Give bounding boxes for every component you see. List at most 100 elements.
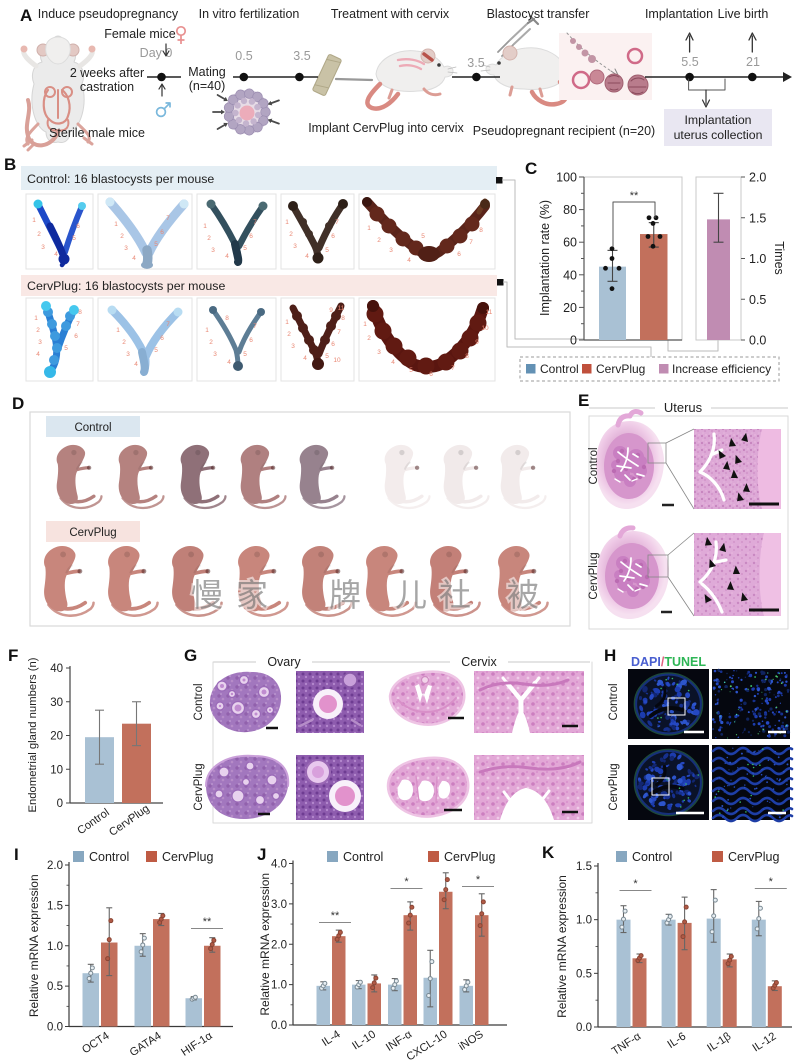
svg-text:7: 7 bbox=[451, 365, 455, 372]
svg-text:7: 7 bbox=[253, 219, 257, 226]
svg-text:I: I bbox=[14, 845, 19, 864]
svg-text:6: 6 bbox=[457, 251, 461, 258]
svg-text:8: 8 bbox=[225, 315, 229, 322]
svg-text:2: 2 bbox=[120, 233, 124, 240]
svg-text:3.5: 3.5 bbox=[467, 56, 484, 70]
svg-text:2: 2 bbox=[36, 327, 40, 334]
svg-text:11: 11 bbox=[486, 309, 493, 316]
svg-text:6: 6 bbox=[249, 337, 253, 344]
svg-text:Ovary: Ovary bbox=[267, 655, 301, 669]
svg-text:Female mice: Female mice bbox=[104, 27, 176, 41]
svg-text:1.0: 1.0 bbox=[576, 915, 592, 927]
svg-text:J: J bbox=[257, 845, 266, 864]
svg-text:9: 9 bbox=[475, 339, 479, 346]
svg-text:牌: 牌 bbox=[329, 577, 361, 613]
svg-text:Mating: Mating bbox=[188, 65, 226, 79]
svg-text:3: 3 bbox=[41, 244, 45, 251]
svg-text:5: 5 bbox=[325, 247, 329, 254]
svg-text:0: 0 bbox=[570, 334, 577, 348]
svg-text:K: K bbox=[542, 843, 555, 862]
svg-text:IL-6: IL-6 bbox=[666, 1030, 689, 1051]
svg-text:3: 3 bbox=[389, 247, 393, 254]
svg-text:2: 2 bbox=[367, 335, 371, 342]
svg-text:Sterile male mice: Sterile male mice bbox=[49, 126, 145, 140]
svg-text:Times: Times bbox=[772, 241, 786, 275]
svg-text:Control: Control bbox=[608, 683, 620, 720]
svg-text:8: 8 bbox=[479, 227, 483, 234]
svg-text:0.0: 0.0 bbox=[749, 334, 766, 348]
svg-text:1.0: 1.0 bbox=[47, 941, 63, 953]
svg-text:0: 0 bbox=[57, 798, 63, 810]
svg-text:5: 5 bbox=[421, 233, 425, 240]
svg-text:Control: Control bbox=[74, 422, 111, 434]
svg-text:儿: 儿 bbox=[395, 577, 427, 613]
svg-text:3: 3 bbox=[377, 349, 381, 356]
svg-text:11: 11 bbox=[338, 305, 345, 312]
svg-text:CervPlug: CervPlug bbox=[588, 552, 600, 599]
svg-text:4: 4 bbox=[305, 253, 309, 260]
svg-text:CervPlug: CervPlug bbox=[728, 850, 779, 864]
svg-text:H: H bbox=[604, 646, 616, 665]
svg-text:In vitro fertilization: In vitro fertilization bbox=[199, 7, 300, 21]
svg-text:8: 8 bbox=[465, 353, 469, 360]
svg-text:Day 0: Day 0 bbox=[140, 46, 173, 60]
svg-text:iNOS: iNOS bbox=[457, 1028, 486, 1053]
svg-text:1: 1 bbox=[285, 219, 289, 226]
svg-text:CXCL-10: CXCL-10 bbox=[405, 1028, 450, 1063]
svg-text:3: 3 bbox=[126, 351, 130, 358]
svg-text:*: * bbox=[633, 878, 638, 890]
svg-text:CervPlug: CervPlug bbox=[193, 763, 205, 810]
svg-text:3: 3 bbox=[38, 339, 42, 346]
svg-text:1.5: 1.5 bbox=[749, 211, 766, 225]
svg-text:8: 8 bbox=[341, 315, 345, 322]
svg-text:6: 6 bbox=[331, 341, 335, 348]
svg-text:2: 2 bbox=[37, 231, 41, 238]
svg-text:Control: Control bbox=[540, 362, 579, 376]
svg-text:OCT4: OCT4 bbox=[80, 1030, 112, 1056]
svg-text:0.0: 0.0 bbox=[47, 1022, 63, 1034]
svg-text:**: ** bbox=[203, 916, 212, 928]
svg-text:7: 7 bbox=[469, 239, 473, 246]
svg-text:5: 5 bbox=[64, 345, 68, 352]
svg-text:CervPlug: CervPlug bbox=[444, 850, 495, 864]
svg-text:IL-10: IL-10 bbox=[350, 1028, 378, 1052]
svg-text:5: 5 bbox=[243, 245, 247, 252]
svg-text:1.0: 1.0 bbox=[749, 252, 766, 266]
svg-text:CervPlug: 16 blastocysts per m: CervPlug: 16 blastocysts per mouse bbox=[27, 279, 225, 293]
svg-text:60: 60 bbox=[563, 236, 577, 250]
svg-text:1: 1 bbox=[34, 315, 38, 322]
svg-text:0.5: 0.5 bbox=[235, 49, 252, 63]
svg-text:10: 10 bbox=[333, 357, 341, 364]
svg-text:6: 6 bbox=[160, 335, 164, 342]
svg-text:7: 7 bbox=[166, 215, 170, 222]
svg-text:4: 4 bbox=[134, 361, 138, 368]
svg-text:7: 7 bbox=[166, 321, 170, 328]
svg-text:7: 7 bbox=[335, 219, 339, 226]
svg-text:1.5: 1.5 bbox=[47, 900, 63, 912]
svg-text:Implantation: Implantation bbox=[645, 7, 713, 21]
svg-text:3.0: 3.0 bbox=[271, 899, 287, 911]
svg-text:40: 40 bbox=[563, 268, 577, 282]
svg-text:Blastocyst transfer: Blastocyst transfer bbox=[487, 7, 590, 21]
svg-text:21: 21 bbox=[746, 55, 760, 69]
svg-text:7: 7 bbox=[253, 323, 257, 330]
svg-text:Implantation: Implantation bbox=[685, 113, 752, 127]
svg-text:6: 6 bbox=[331, 233, 335, 240]
svg-text:4: 4 bbox=[227, 359, 231, 366]
svg-text:5.5: 5.5 bbox=[681, 55, 698, 69]
svg-text:1: 1 bbox=[203, 223, 207, 230]
svg-text:100: 100 bbox=[556, 171, 577, 185]
svg-text:Implant CervPlug into cervix: Implant CervPlug into cervix bbox=[308, 121, 464, 135]
svg-text:2.0: 2.0 bbox=[749, 171, 766, 185]
svg-text:6: 6 bbox=[249, 233, 253, 240]
svg-text:5: 5 bbox=[154, 241, 158, 248]
svg-text:0.5: 0.5 bbox=[576, 968, 592, 980]
svg-text:1: 1 bbox=[32, 217, 36, 224]
svg-text:CervPlug: CervPlug bbox=[107, 803, 152, 839]
svg-text:3.5: 3.5 bbox=[293, 49, 310, 63]
svg-text:4: 4 bbox=[303, 355, 307, 362]
svg-text:1.5: 1.5 bbox=[576, 861, 592, 873]
svg-text:2: 2 bbox=[287, 331, 291, 338]
svg-text:7: 7 bbox=[76, 321, 80, 328]
svg-text:1.0: 1.0 bbox=[271, 980, 287, 992]
